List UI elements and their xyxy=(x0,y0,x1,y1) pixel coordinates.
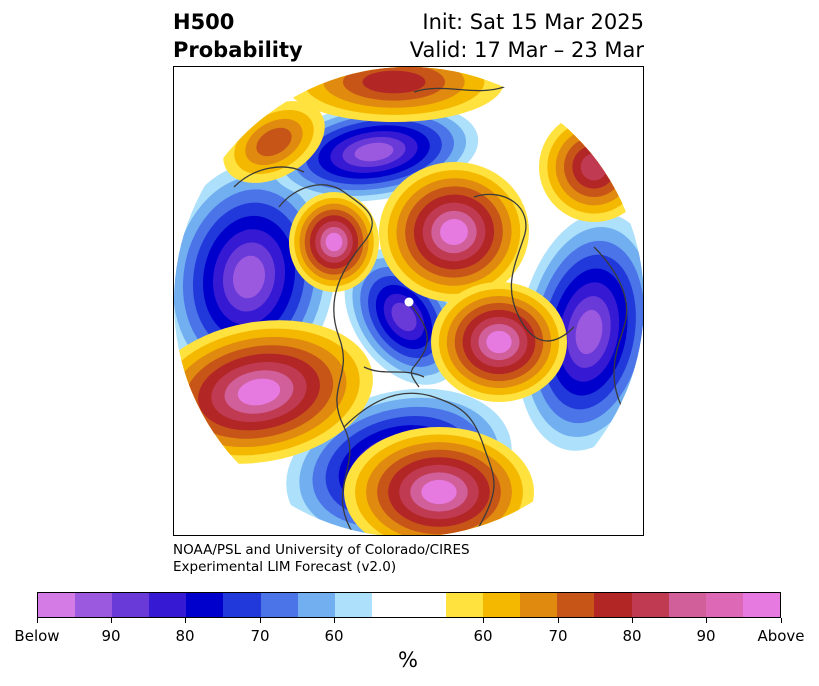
colorbar-tick-label: 80 xyxy=(175,627,195,645)
colorbar-swatch xyxy=(742,593,780,617)
colorbar-swatch xyxy=(371,593,409,617)
colorbar-tick xyxy=(631,618,633,623)
colorbar-tick xyxy=(557,618,559,623)
above-region xyxy=(379,161,529,303)
title-field: H500 xyxy=(173,10,235,34)
colorbar-tick-label: 60 xyxy=(324,627,344,645)
below-region xyxy=(516,213,644,451)
above-region xyxy=(223,101,325,183)
colorbar-tick xyxy=(184,618,186,623)
colorbar-tick xyxy=(36,618,38,623)
colorbar-tick-label: 60 xyxy=(473,627,493,645)
coastline xyxy=(408,301,428,388)
above-region xyxy=(344,427,534,537)
colorbar-swatch xyxy=(112,593,150,617)
coastline xyxy=(363,366,425,378)
init-date: Init: Sat 15 Mar 2025 xyxy=(422,10,644,34)
colorbar-tick xyxy=(259,618,261,623)
colorbar-swatch xyxy=(297,593,335,617)
colorbar-tick xyxy=(705,618,707,623)
colorbar-swatch xyxy=(668,593,706,617)
coastline xyxy=(593,246,635,428)
colorbar-tick-label: 90 xyxy=(101,627,121,645)
colorbar-swatch xyxy=(705,593,743,617)
colorbar-swatch xyxy=(223,593,261,617)
valid-range: Valid: 17 Mar – 23 Mar xyxy=(409,38,644,62)
colorbar-swatch xyxy=(334,593,372,617)
colorbar xyxy=(37,592,781,618)
credit-line-1: NOAA/PSL and University of Colorado/CIRE… xyxy=(173,542,470,558)
title-variable: Probability xyxy=(173,38,303,62)
colorbar-units: % xyxy=(398,648,418,672)
probability-map xyxy=(174,67,644,537)
map-panel xyxy=(173,66,644,537)
colorbar-swatch xyxy=(446,593,484,617)
colorbar-swatch xyxy=(520,593,558,617)
colorbar-swatch xyxy=(260,593,298,617)
colorbar-tick-label: Above xyxy=(757,627,805,645)
colorbar-tick xyxy=(482,618,484,623)
above-region xyxy=(289,192,379,292)
colorbar-swatch xyxy=(483,593,521,617)
colorbar-swatch xyxy=(594,593,632,617)
coastline xyxy=(278,184,373,536)
colorbar-tick-label: 70 xyxy=(548,627,568,645)
colorbar-tick-label: 70 xyxy=(250,627,270,645)
colorbar-tick xyxy=(333,618,335,623)
colorbar-swatch xyxy=(149,593,187,617)
colorbar-tick-label: 80 xyxy=(622,627,642,645)
coastline xyxy=(343,392,495,536)
above-region xyxy=(431,282,567,402)
colorbar-swatch xyxy=(557,593,595,617)
credit-text: NOAA/PSL and University of Colorado/CIRE… xyxy=(173,542,470,576)
chart-title-left: H500 Probability xyxy=(173,8,303,64)
colorbar-swatch xyxy=(631,593,669,617)
colorbar-tick-label: Below xyxy=(14,627,60,645)
chart-title-right: Init: Sat 15 Mar 2025 Valid: 17 Mar – 23… xyxy=(410,8,644,64)
coastline xyxy=(233,166,305,188)
colorbar-swatch xyxy=(75,593,113,617)
colorbar-swatch xyxy=(186,593,224,617)
pole-marker xyxy=(404,297,414,307)
colorbar-tick xyxy=(780,618,782,623)
coastline xyxy=(473,193,575,342)
colorbar-swatch xyxy=(38,593,76,617)
credit-line-2: Experimental LIM Forecast (v2.0) xyxy=(173,559,397,575)
colorbar-swatch xyxy=(408,593,447,617)
colorbar-tick xyxy=(110,618,112,623)
colorbar-tick-label: 90 xyxy=(696,627,716,645)
